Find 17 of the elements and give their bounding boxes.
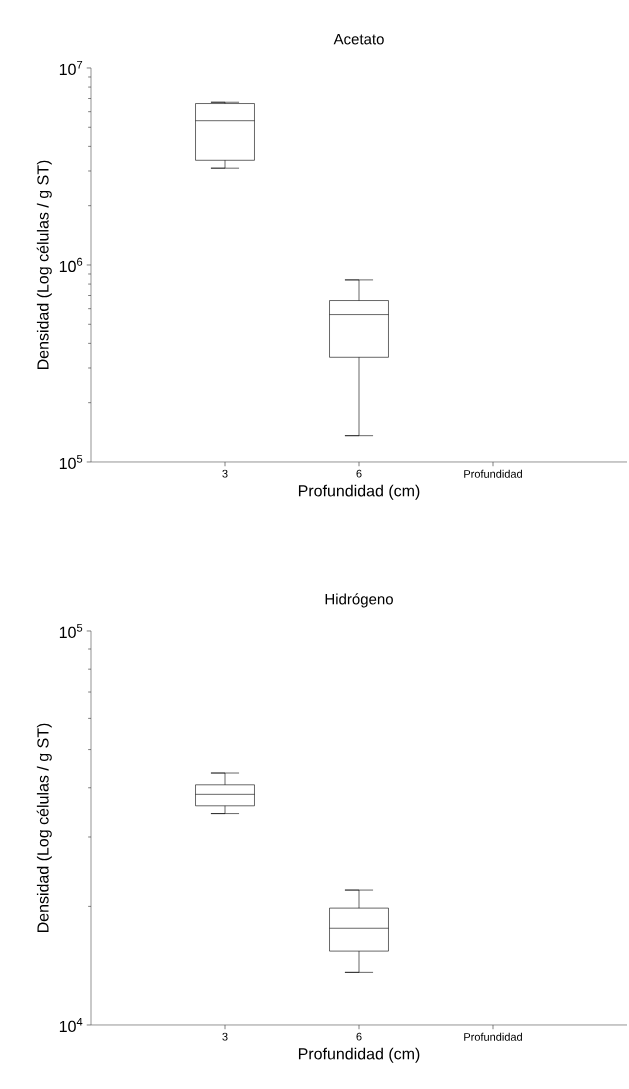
y-axis-title: Densidad (Log células / g ST) xyxy=(36,160,52,370)
x-tick-label: 3 xyxy=(222,469,228,478)
y-tick-label: 10$^{4}$ xyxy=(59,1017,83,1033)
x-axis-title: Profundidad (cm) xyxy=(298,1047,420,1063)
x-axis-title: Profundidad (cm) xyxy=(298,484,420,500)
x-tick-label: 3 xyxy=(222,1032,228,1041)
x-tick-label: Profundidad xyxy=(464,1032,522,1041)
x-tick-label: 6 xyxy=(356,1032,362,1041)
y-tick-label: 10$^{5}$ xyxy=(59,623,83,639)
y-axis-title: Densidad (Log células / g ST) xyxy=(36,723,52,933)
x-tick-label: Profundidad xyxy=(464,469,522,478)
y-tick-label: 10$^{5}$ xyxy=(59,454,83,470)
y-tick-label: 10$^{7}$ xyxy=(59,60,83,76)
x-tick-label: 6 xyxy=(356,469,362,478)
chart-title: Hidrógeno xyxy=(325,593,393,608)
y-tick-label: 10$^{6}$ xyxy=(59,257,83,273)
chart-title: Acetato xyxy=(333,33,384,45)
